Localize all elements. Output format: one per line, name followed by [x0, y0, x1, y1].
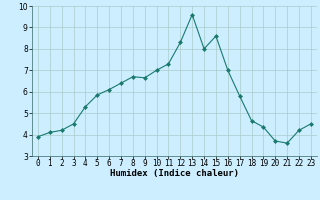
X-axis label: Humidex (Indice chaleur): Humidex (Indice chaleur): [110, 169, 239, 178]
